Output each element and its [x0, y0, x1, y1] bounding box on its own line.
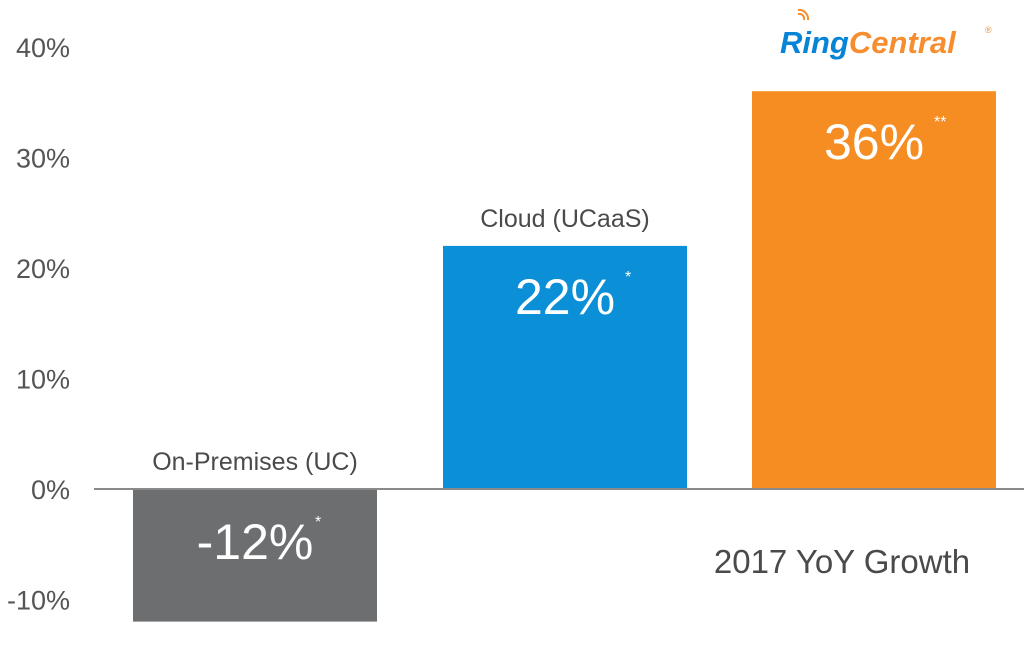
bar-value-label: 36% — [824, 114, 924, 170]
labels-group: -12% *On-Premises (UC)22% *Cloud (UCaaS)36… — [152, 114, 946, 570]
bar-value-footnote-mark: * — [625, 269, 631, 286]
logo-ring-text: Ring — [780, 25, 849, 60]
y-tick-label: -10% — [7, 586, 70, 616]
registered-mark: ® — [985, 25, 992, 35]
bar-3 — [752, 91, 996, 489]
chart-annotation: 2017 YoY Growth — [714, 543, 970, 580]
ringcentral-logo: RingCentral ® — [780, 8, 992, 60]
category-label: Cloud (UCaaS) — [480, 205, 650, 233]
logo-central-text: Central — [849, 25, 957, 60]
bars-group — [133, 91, 996, 622]
category-label: On-Premises (UC) — [152, 448, 358, 476]
y-tick-label: 20% — [16, 254, 70, 284]
y-tick-label: 40% — [16, 33, 70, 63]
y-axis-ticks: -10% 0% 10% 20% 30% 40% — [7, 33, 70, 616]
y-tick-label: 30% — [16, 144, 70, 174]
bar-2 — [443, 245, 687, 489]
svg-text:RingCentral: RingCentral — [780, 25, 957, 60]
bar-value-label: -12% — [197, 514, 314, 570]
bar-value-label: 22% — [515, 269, 615, 325]
y-tick-label: 0% — [31, 475, 70, 505]
bar-1 — [133, 489, 377, 622]
y-tick-label: 10% — [16, 365, 70, 395]
bar-value-footnote-mark: * — [315, 514, 321, 531]
wifi-icon — [797, 8, 810, 21]
bar-value-footnote-mark: ** — [934, 114, 946, 131]
